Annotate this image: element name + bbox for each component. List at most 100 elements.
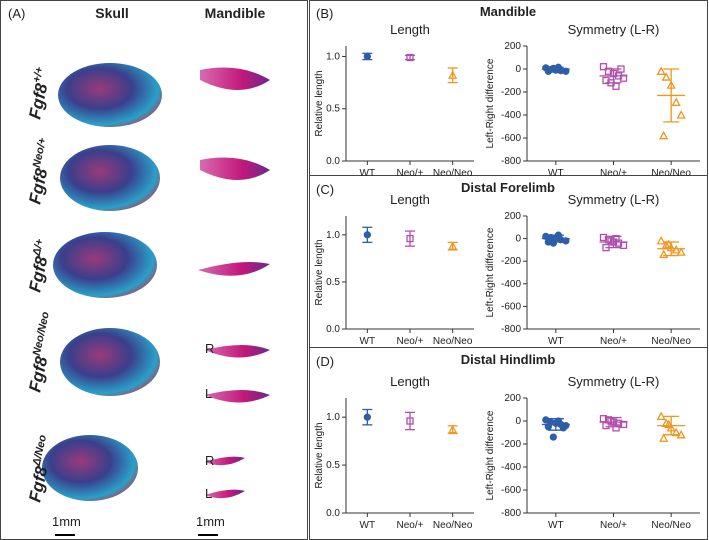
genotype-base: Fgf8 <box>25 166 51 206</box>
y-tick-label: 1.0 <box>326 230 340 241</box>
y-axis-label: Left-Right difference <box>485 58 496 148</box>
y-tick-label: -600 <box>501 301 521 312</box>
point <box>664 419 674 429</box>
point <box>406 234 414 243</box>
y-tick-label: 200 <box>504 211 521 222</box>
chart: Length Relative length 0.0 0.5 1.0 WT Neo/+ Neo… <box>314 192 474 347</box>
scale-bar-label: 1mm <box>196 514 225 529</box>
point <box>406 417 414 425</box>
y-axis-label: Relative length <box>314 239 325 305</box>
x-tick-label: Neo/+ <box>600 520 627 531</box>
y-tick-label: 1.0 <box>326 412 340 423</box>
point <box>549 433 557 441</box>
chart: Length Relative length 0.0 0.5 1.0 WT Neo/+ Neo… <box>314 22 474 179</box>
column-title: Skull <box>95 5 128 21</box>
point <box>448 241 458 250</box>
y-tick-label: -800 <box>501 508 521 519</box>
panel-title: Distal Forelimb <box>461 180 555 195</box>
x-tick-label: Neo/+ <box>397 336 424 347</box>
y-tick-label: -800 <box>501 156 521 167</box>
point <box>604 67 613 75</box>
genotype-superscript: Δ/+ <box>31 237 47 258</box>
y-tick-label: -400 <box>501 462 521 473</box>
point <box>676 429 686 439</box>
point <box>676 110 686 119</box>
genotype-base: Fgf8 <box>25 354 51 394</box>
chart-title: Length <box>390 22 430 37</box>
y-tick-label: 0.0 <box>326 324 340 335</box>
point <box>363 413 371 421</box>
y-tick-label: 0 <box>515 416 521 427</box>
x-tick-label: Neo/+ <box>600 168 627 179</box>
point <box>599 233 608 242</box>
chart: Symmetry (L-R) Left-Right difference -800 -… <box>485 374 700 531</box>
point <box>448 424 458 434</box>
genotype-base: Fgf8 <box>25 254 51 294</box>
point <box>562 237 570 245</box>
point <box>671 97 681 106</box>
point <box>448 70 458 79</box>
genotype-superscript: Neo/Neo <box>31 310 52 356</box>
point <box>363 52 371 61</box>
y-tick-label: -200 <box>501 439 521 450</box>
x-tick-label: WT <box>360 168 376 179</box>
point <box>659 249 669 259</box>
x-tick-label: Neo/Neo <box>433 336 473 347</box>
chart-title: Symmetry (L-R) <box>568 192 660 207</box>
column-title: Mandible <box>205 5 266 21</box>
point <box>602 76 610 85</box>
chart-title: Length <box>390 192 430 207</box>
genotype-base: Fgf8 <box>25 464 51 504</box>
point <box>671 245 681 254</box>
y-axis-label: Left-Right difference <box>485 410 496 500</box>
y-tick-label: -200 <box>501 256 521 267</box>
point <box>664 239 674 248</box>
x-tick-label: WT <box>548 336 564 347</box>
genotype-label: Fgf8Neo/Neo <box>23 310 60 393</box>
genotype-superscript: Neo/+ <box>31 136 49 169</box>
y-tick-label: 200 <box>504 41 521 52</box>
y-tick-label: 0.5 <box>326 104 340 115</box>
y-tick-label: 0.0 <box>326 156 340 167</box>
chart-title: Symmetry (L-R) <box>568 374 660 389</box>
x-tick-label: Neo/Neo <box>651 168 691 179</box>
side-label: L <box>205 486 212 501</box>
chart-title: Symmetry (L-R) <box>568 22 660 37</box>
y-tick-label: -400 <box>501 110 521 121</box>
panel-label: (D) <box>316 354 334 369</box>
y-axis-label: Relative length <box>314 422 325 488</box>
side-label: R <box>205 453 214 468</box>
y-tick-label: -600 <box>501 485 521 496</box>
y-tick-label: 0.5 <box>326 277 340 288</box>
point <box>363 231 371 239</box>
point <box>656 235 666 245</box>
panel-label: (B) <box>316 6 333 21</box>
genotype-label: Fgf8+/+ <box>23 65 54 121</box>
y-tick-label: 1.0 <box>326 51 340 62</box>
point <box>619 74 628 82</box>
chart: Symmetry (L-R) Left-Right difference -800 -… <box>485 192 700 347</box>
point <box>661 72 671 81</box>
y-axis-label: Relative length <box>314 70 325 136</box>
x-tick-label: Neo/Neo <box>433 520 473 531</box>
point <box>406 53 414 62</box>
panel-label: (A) <box>8 6 25 21</box>
x-tick-label: Neo/Neo <box>433 168 473 179</box>
chart: Length Relative length 0.0 0.5 1.0 WT Neo/+ Neo… <box>314 374 474 531</box>
genotype-base: Fgf8 <box>25 81 51 121</box>
y-tick-label: 200 <box>504 393 521 404</box>
point <box>612 424 620 432</box>
side-label: R <box>205 341 214 356</box>
genotype-superscript: +/+ <box>31 65 46 84</box>
panel-title: Distal Hindlimb <box>461 352 556 367</box>
y-tick-label: -800 <box>501 324 521 335</box>
point <box>656 66 666 75</box>
x-tick-label: WT <box>360 336 376 347</box>
y-tick-label: -400 <box>501 279 521 290</box>
x-tick-label: Neo/Neo <box>651 336 691 347</box>
y-axis-label: Left-Right difference <box>485 227 496 317</box>
x-tick-label: WT <box>548 520 564 531</box>
scale-bar-label: 1mm <box>52 514 81 529</box>
y-tick-label: 0 <box>515 64 521 75</box>
